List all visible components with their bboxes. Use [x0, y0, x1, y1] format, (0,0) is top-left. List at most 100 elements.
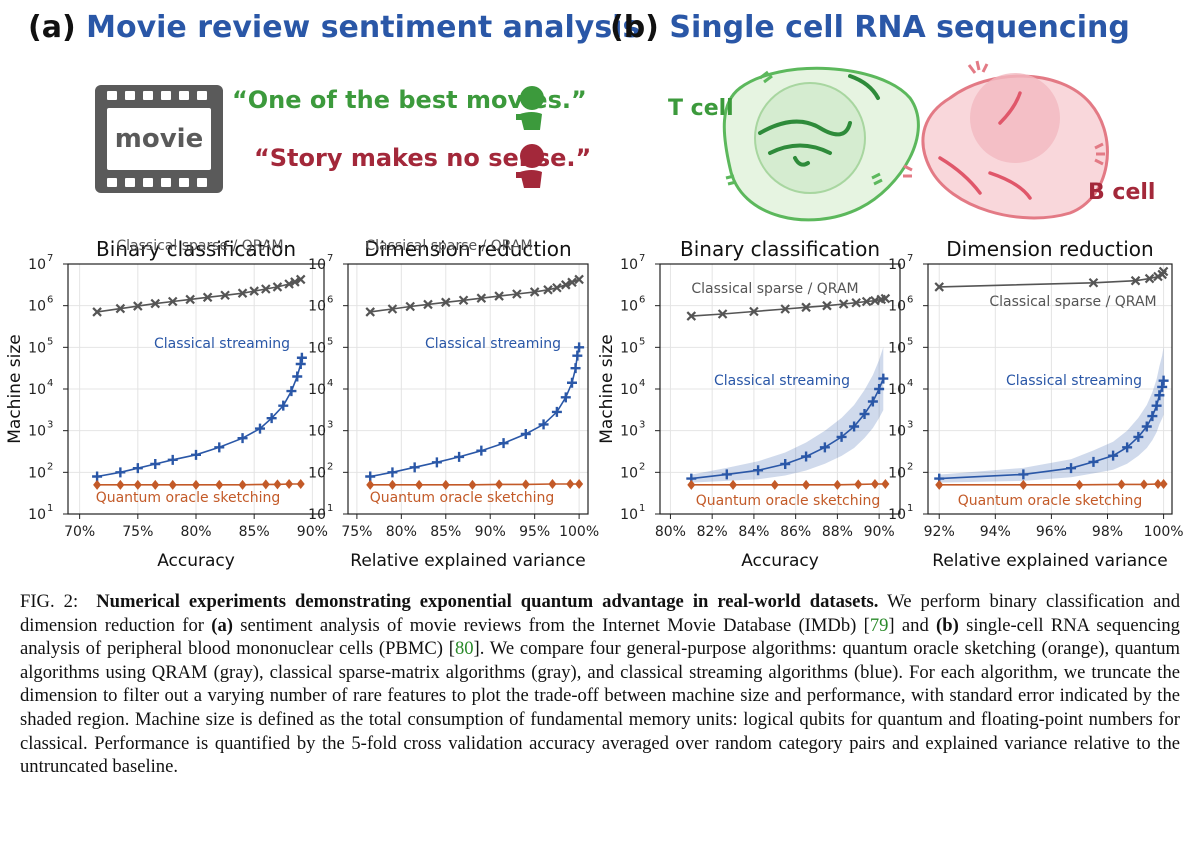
data-point	[570, 363, 581, 374]
y-tick-exponent: 2	[47, 461, 53, 472]
plot-frame	[927, 263, 1173, 515]
data-point	[261, 479, 270, 490]
movie-label: movie	[115, 124, 203, 154]
data-point	[476, 445, 487, 456]
data-point	[255, 423, 265, 434]
data-point	[441, 297, 451, 308]
data-point	[191, 449, 201, 460]
panel-a-title-text: Movie review sentiment analysis	[86, 10, 641, 45]
caption-text-2: sentiment analysis of movie reviews from…	[240, 614, 870, 636]
data-point	[574, 342, 585, 353]
data-point	[1088, 277, 1099, 288]
data-point	[454, 451, 465, 462]
plot-frame	[67, 263, 325, 515]
data-point	[220, 290, 230, 301]
y-tick-label: 10	[888, 382, 906, 398]
y-tick-label: 10	[28, 257, 46, 273]
data-point	[1153, 479, 1162, 489]
data-point	[494, 291, 504, 301]
data-point	[261, 284, 271, 294]
data-point	[441, 479, 450, 490]
data-point	[861, 296, 872, 307]
data-point	[836, 431, 847, 442]
data-point	[721, 469, 732, 480]
data-point	[286, 386, 297, 397]
panel-b-title: (b) Single cell RNA sequencing	[610, 10, 1130, 45]
data-point	[548, 479, 557, 489]
data-point	[388, 479, 397, 490]
data-point	[92, 307, 102, 317]
y-tick-label: 10	[28, 299, 46, 315]
y-tick-exponent: 3	[47, 420, 53, 431]
y-tick-exponent: 2	[639, 461, 645, 472]
data-point	[238, 479, 247, 490]
data-point	[366, 479, 375, 490]
data-point	[1018, 469, 1029, 480]
data-point	[423, 299, 433, 310]
data-point	[780, 304, 790, 314]
data-point	[202, 292, 213, 303]
x-tick-label: 85%	[239, 524, 270, 540]
y-tick-label: 10	[28, 382, 46, 398]
data-point	[1151, 400, 1162, 411]
data-point	[1144, 273, 1155, 284]
data-point	[935, 479, 944, 490]
caption-ref-80[interactable]: 80	[454, 638, 474, 660]
data-point	[150, 298, 161, 309]
data-point	[851, 297, 861, 308]
y-tick-label: 10	[888, 257, 906, 273]
x-tick-label: 94%	[980, 524, 1011, 540]
data-point	[551, 406, 562, 417]
x-tick-label: 70%	[64, 524, 95, 540]
x-tick-label: 82%	[697, 524, 728, 540]
y-tick-label: 10	[28, 465, 46, 481]
data-point	[387, 304, 398, 314]
panel-b-letter: (b)	[610, 10, 659, 45]
data-point	[520, 429, 531, 439]
legend-quantum-oracle-sketching: Quantum oracle sketching	[958, 493, 1143, 509]
data-point	[115, 303, 126, 314]
legend-classical-streaming: Classical streaming	[154, 336, 290, 352]
data-point	[168, 479, 177, 490]
data-point	[878, 373, 889, 384]
data-point	[1157, 381, 1168, 392]
x-tick-label: 80%	[655, 524, 686, 540]
caption-ref-79[interactable]: 79	[869, 614, 889, 636]
legend-classical-streaming: Classical streaming	[1006, 373, 1142, 389]
data-point	[278, 400, 289, 411]
data-point	[1122, 442, 1133, 453]
y-tick-exponent: 3	[907, 420, 913, 431]
data-point	[686, 311, 697, 321]
y-tick-exponent: 2	[327, 461, 333, 472]
data-point	[567, 277, 577, 288]
x-tick-label: 86%	[780, 524, 811, 540]
data-point	[296, 352, 307, 363]
data-point	[867, 396, 878, 407]
data-point	[1019, 479, 1028, 490]
caption-a-label: (a)	[211, 614, 233, 636]
data-point	[838, 299, 849, 309]
b-cell-label: B cell	[1088, 180, 1156, 205]
data-point	[431, 457, 442, 468]
plot-title: Binary classification	[96, 237, 296, 261]
data-point	[476, 293, 487, 303]
x-tick-label: 80%	[386, 524, 417, 540]
y-tick-exponent: 4	[639, 378, 645, 389]
data-point	[1158, 266, 1169, 277]
data-point	[365, 307, 375, 317]
data-point	[770, 479, 779, 490]
y-tick-label: 10	[308, 257, 326, 273]
plot-title: Dimension reduction	[364, 237, 571, 261]
data-point	[575, 479, 584, 489]
data-point	[167, 296, 178, 307]
data-point	[409, 462, 420, 473]
data-point	[272, 282, 283, 292]
y-tick-exponent: 7	[327, 253, 333, 264]
data-point	[1159, 479, 1168, 489]
data-point	[1158, 375, 1169, 386]
legend-classical-sparse-qram: Classical sparse / QRAM	[116, 238, 283, 254]
y-tick-exponent: 4	[327, 378, 333, 389]
data-point	[468, 479, 477, 490]
cells-illustration	[722, 60, 1109, 222]
y-tick-label: 10	[308, 465, 326, 481]
